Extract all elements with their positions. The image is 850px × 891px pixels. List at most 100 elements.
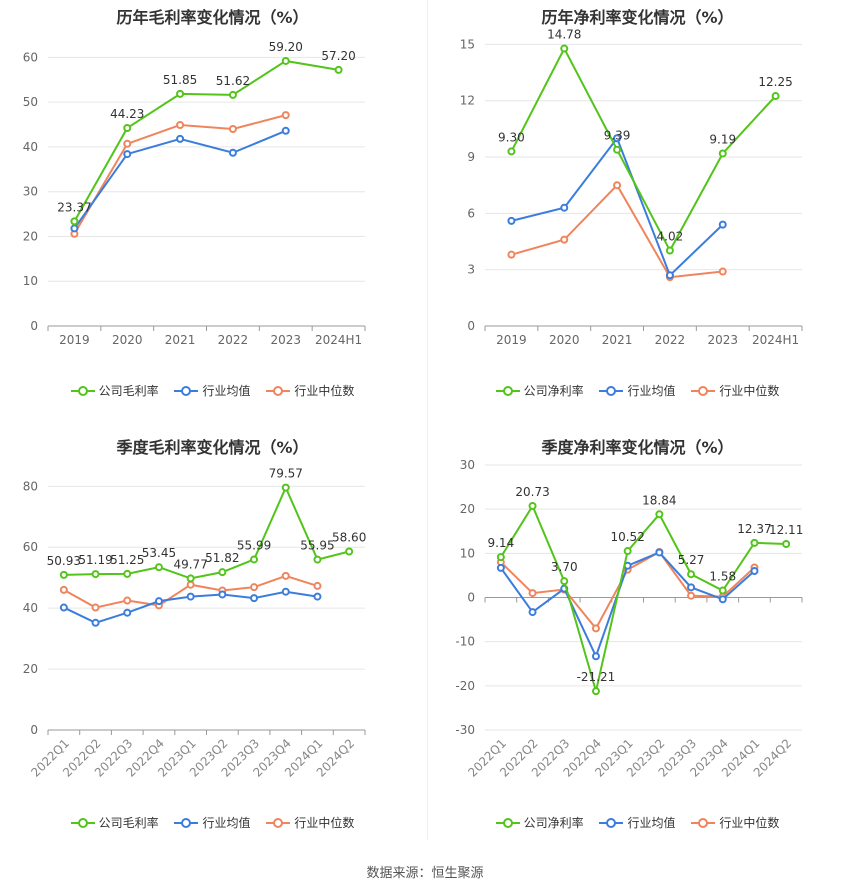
data-point	[176, 134, 185, 143]
data-label: 55.99	[237, 538, 271, 552]
legend-industry-median[interactable]: 行业中位数	[691, 814, 779, 831]
data-label: 44.23	[110, 107, 144, 121]
y-tick-label: 0	[30, 723, 38, 737]
series-line	[511, 136, 724, 278]
chart-plot: -30-20-1001020302022Q12022Q22022Q32022Q4…	[455, 458, 803, 780]
y-tick-label: 50	[23, 95, 38, 109]
y-tick-label: 20	[460, 502, 475, 516]
data-label: 1.58	[709, 570, 736, 584]
data-point	[718, 220, 727, 229]
data-point	[718, 595, 727, 604]
data-point	[281, 483, 290, 492]
data-label: 9.14	[487, 536, 514, 550]
legend-company[interactable]: 公司毛利率	[70, 382, 159, 399]
legend-industry-avg[interactable]: 行业均值	[599, 382, 676, 399]
y-tick-label: 6	[467, 206, 475, 220]
legend-company[interactable]: 公司净利率	[495, 814, 584, 831]
chart-title: 历年毛利率变化情况（%）	[116, 8, 309, 27]
series-line	[510, 46, 777, 253]
data-point	[528, 608, 537, 617]
legend-industry-median[interactable]: 行业中位数	[691, 382, 779, 399]
y-tick-label: 20	[23, 662, 38, 676]
chart-legend: 公司净利率 行业均值 行业中位数	[425, 382, 850, 400]
data-point	[123, 596, 132, 605]
data-point	[228, 90, 237, 99]
data-point	[123, 139, 132, 148]
data-label: 3.70	[551, 560, 578, 574]
data-point	[186, 580, 195, 589]
legend-company[interactable]: 公司净利率	[495, 382, 584, 399]
data-point	[591, 624, 600, 633]
data-point	[507, 250, 516, 259]
data-point	[281, 587, 290, 596]
data-point	[687, 570, 696, 579]
y-tick-label: 12	[460, 94, 475, 108]
data-label: 10.52	[610, 530, 644, 544]
legend-company[interactable]: 公司毛利率	[70, 814, 159, 831]
legend-industry-median[interactable]: 行业中位数	[266, 382, 354, 399]
y-tick-label: 20	[23, 229, 38, 243]
chart-title: 季度净利率变化情况（%）	[541, 438, 734, 457]
data-label: 59.20	[269, 40, 303, 54]
chart-legend: 公司毛利率 行业均值 行业中位数	[0, 814, 425, 832]
x-tick-label: 2019	[59, 333, 90, 347]
data-point	[771, 92, 780, 101]
data-label: 49.77	[173, 557, 207, 571]
data-point	[665, 271, 674, 280]
data-label: 9.30	[498, 130, 525, 144]
panel-divider	[427, 0, 428, 840]
x-tick-label: 2019	[496, 333, 527, 347]
data-point	[59, 570, 68, 579]
x-tick-label: 2022	[218, 333, 249, 347]
data-label: 18.84	[642, 493, 676, 507]
y-tick-label: 0	[467, 591, 475, 605]
data-point	[250, 555, 259, 564]
data-point	[228, 125, 237, 134]
data-point	[91, 618, 100, 627]
x-tick-label: 2024H1	[315, 333, 362, 347]
series-line	[63, 485, 350, 580]
legend-industry-avg[interactable]: 行业均值	[599, 814, 676, 831]
data-label: 55.95	[300, 539, 334, 553]
data-point	[176, 89, 185, 98]
data-source-note: 数据来源：恒生聚源	[366, 866, 484, 881]
y-tick-label: 30	[460, 458, 475, 472]
data-label: 53.45	[142, 546, 176, 560]
data-point	[123, 123, 132, 132]
y-tick-label: 10	[460, 546, 475, 560]
quarterly-gross-margin-chart: 季度毛利率变化情况（%） 0 20 40 60 80 2022Q1 2022Q2 2022Q3…	[0, 430, 425, 860]
legend-industry-avg[interactable]: 行业均值	[174, 382, 251, 399]
data-point	[186, 574, 195, 583]
data-point	[281, 56, 290, 65]
data-point	[59, 603, 68, 612]
y-tick-label: 15	[460, 37, 475, 51]
data-point	[345, 547, 354, 556]
data-point	[613, 145, 622, 154]
data-point	[613, 134, 622, 143]
quarterly-net-margin-chart: 季度净利率变化情况（%） -30 -20 -10 0 10 20 30 2022Q1 2022Q…	[425, 430, 850, 860]
data-point	[59, 585, 68, 594]
data-point	[250, 583, 259, 592]
data-point	[560, 44, 569, 53]
data-point	[687, 591, 696, 600]
data-point	[70, 224, 79, 233]
legend-industry-median[interactable]: 行业中位数	[266, 814, 354, 831]
data-label: 23.37	[57, 200, 91, 214]
x-tick-label: 2023	[707, 333, 738, 347]
data-label: 12.25	[758, 75, 792, 89]
chart-title: 季度毛利率变化情况（%）	[116, 438, 309, 457]
data-point	[560, 577, 569, 586]
x-tick-label: 2023	[270, 333, 301, 347]
y-tick-label: -30	[455, 723, 475, 737]
legend-industry-avg[interactable]: 行业均值	[174, 814, 251, 831]
data-point	[528, 501, 537, 510]
data-point	[123, 150, 132, 159]
data-point	[665, 246, 674, 255]
annual-gross-margin-chart: 历年毛利率变化情况（%） 0 10 20 30 40 50 60 2019 2020 2021 20…	[0, 0, 425, 430]
data-point	[560, 235, 569, 244]
data-label: 5.27	[678, 553, 705, 567]
y-tick-label: 9	[467, 150, 475, 164]
data-label: 57.20	[321, 49, 355, 63]
data-label: 79.57	[269, 467, 303, 481]
data-point	[154, 563, 163, 572]
